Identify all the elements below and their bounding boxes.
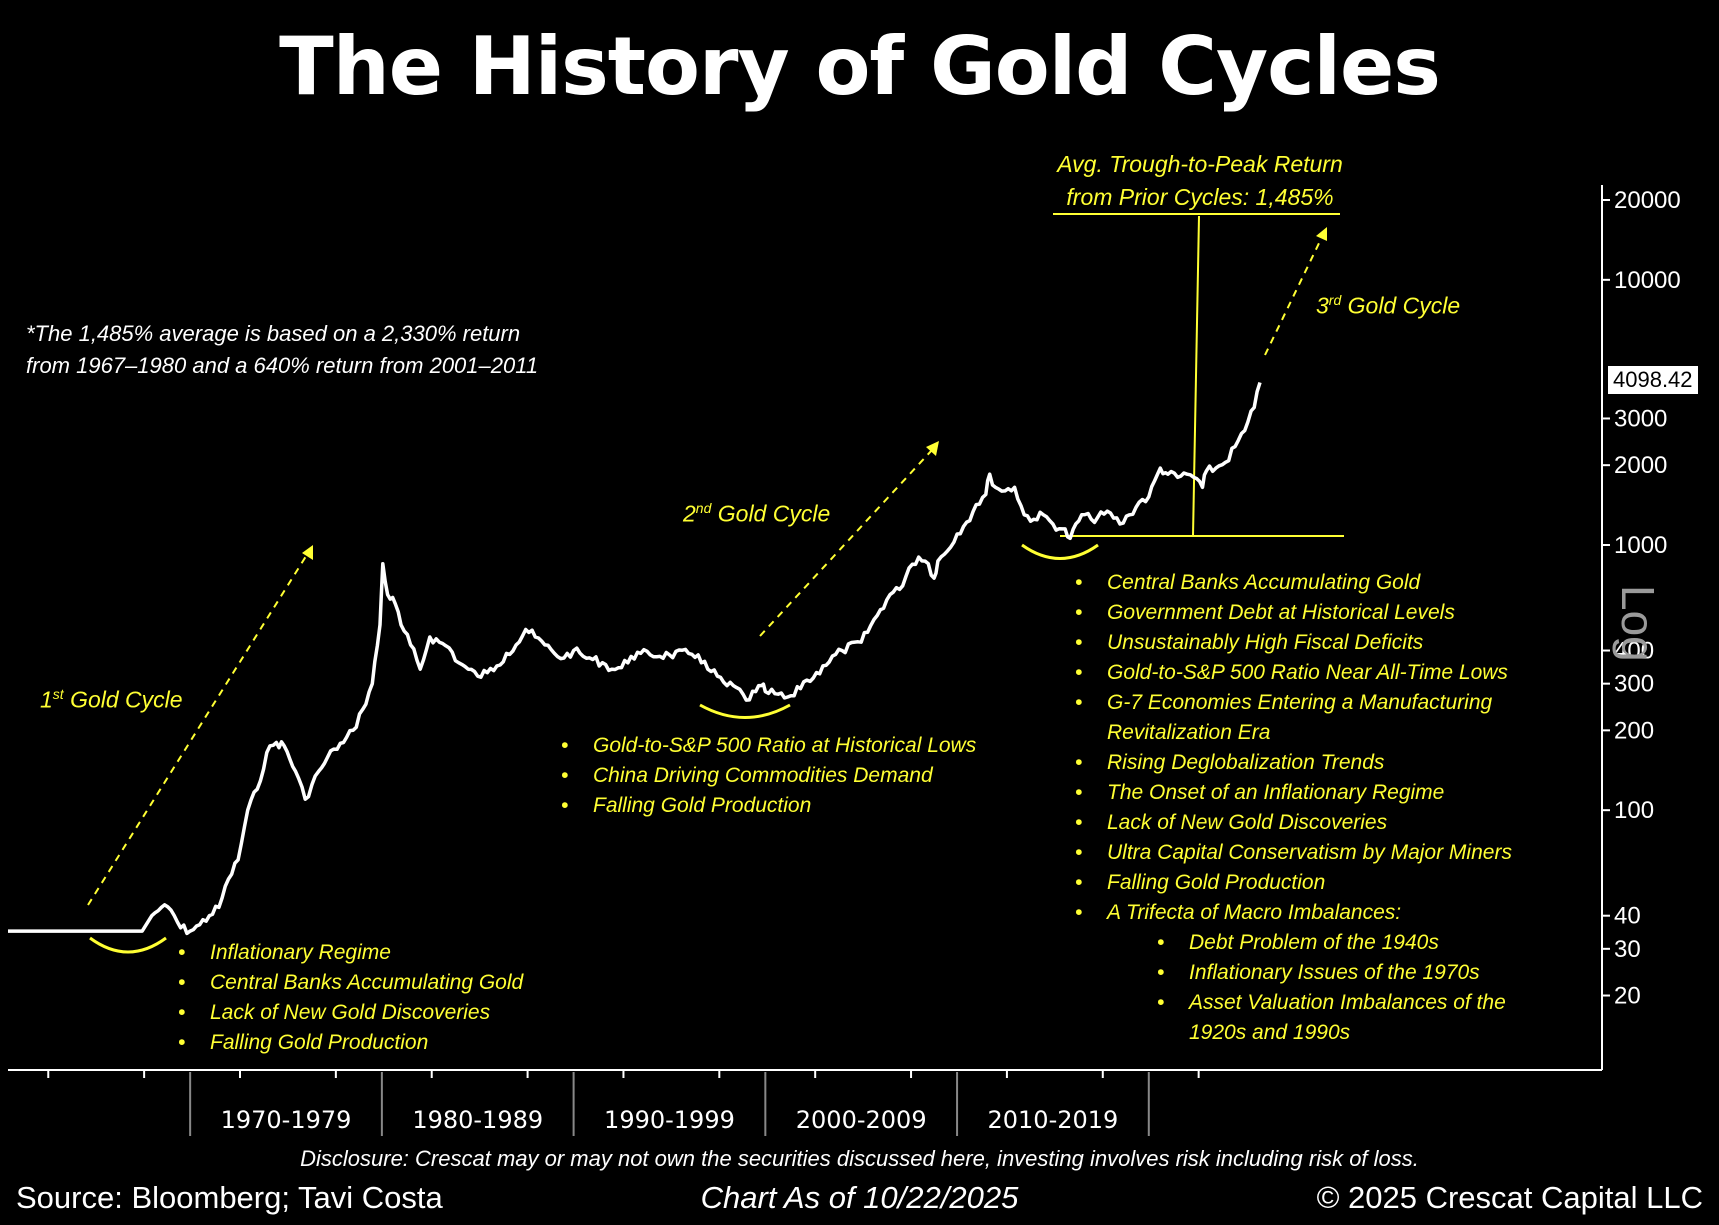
list-item: Rising Deglobalization Trends	[1075, 748, 1595, 778]
list-item: A Trifecta of Macro Imbalances:	[1075, 898, 1595, 928]
list-item: Central Banks Accumulating Gold	[178, 968, 523, 998]
as-of-date: Chart As of 10/22/2025	[700, 1180, 1019, 1215]
x-tick-label: 2010-2019	[987, 1106, 1119, 1134]
y-tick-label: 400	[1614, 638, 1654, 665]
x-tick-label: 1990-1999	[604, 1106, 735, 1134]
y-tick-label: 1000	[1614, 532, 1667, 559]
avg-return-annotation: Avg. Trough-to-Peak Return from Prior Cy…	[1010, 148, 1390, 214]
copyright-text: © 2025 Crescat Capital LLC	[1316, 1180, 1703, 1215]
sub-list-item: Asset Valuation Imbalances of the 1920s …	[1157, 988, 1559, 1048]
y-tick-label: 20	[1614, 983, 1641, 1010]
y-tick-label: 40	[1614, 903, 1641, 930]
return-measure	[1053, 213, 1344, 537]
decade-dividers	[189, 1072, 1150, 1136]
trough-arc-1	[89, 936, 167, 954]
y-tick-label: 300	[1614, 671, 1654, 698]
trough-arc-3	[1021, 543, 1099, 560]
scale-label: Log	[1612, 585, 1664, 662]
list-item: Lack of New Gold Discoveries	[1075, 808, 1595, 838]
cycle2-label: 2nd Gold Cycle	[683, 500, 831, 527]
list-item: Gold-to-S&P 500 Ratio at Historical Lows	[561, 731, 976, 761]
sub-list-item: Debt Problem of the 1940s	[1157, 928, 1595, 958]
cycle3-arrowhead	[1316, 227, 1327, 241]
list-item: Lack of New Gold Discoveries	[178, 998, 523, 1028]
y-tick-label: 200	[1614, 717, 1654, 744]
list-item: Falling Gold Production	[1075, 868, 1595, 898]
cycle3-drivers-list: Central Banks Accumulating Gold Governme…	[1075, 568, 1595, 1048]
cycle1-arrowhead	[302, 545, 313, 560]
last-price-tag: 4098.42	[1608, 366, 1698, 394]
page-title: The History of Gold Cycles	[279, 20, 1441, 113]
list-item: Government Debt at Historical Levels	[1075, 598, 1595, 628]
list-item: Inflationary Regime	[178, 938, 523, 968]
y-tick-label: 30	[1614, 936, 1641, 963]
cycle-arrows	[87, 227, 1327, 906]
y-tick-label: 20000	[1614, 187, 1681, 214]
cycle2-arrow	[759, 449, 933, 637]
avg-return-line2: from Prior Cycles: 1,485%	[1066, 184, 1334, 210]
cycle1-label: 1st Gold Cycle	[40, 686, 183, 713]
y-tick-label: 3000	[1614, 405, 1667, 432]
x-tick-label: 2000-2009	[795, 1106, 927, 1134]
list-item: The Onset of an Inflationary Regime	[1075, 778, 1595, 808]
cycle2-drivers-list: Gold-to-S&P 500 Ratio at Historical Lows…	[561, 731, 976, 821]
list-item: Gold-to-S&P 500 Ratio Near All-Time Lows	[1075, 658, 1595, 688]
sub-list-item: Inflationary Issues of the 1970s	[1157, 958, 1595, 988]
cycle2-arrowhead	[926, 441, 939, 456]
disclosure-text: Disclosure: Crescat may or may not own t…	[300, 1146, 1419, 1171]
x-axis-ticks	[47, 1070, 1200, 1078]
trough-arc-2	[699, 703, 791, 719]
list-item: Central Banks Accumulating Gold	[1075, 568, 1595, 598]
x-tick-label: 1980-1989	[412, 1106, 544, 1134]
cycle3-arrow	[1264, 236, 1323, 356]
footnote-line2: from 1967–1980 and a 640% return from 20…	[26, 353, 539, 378]
price-series-line	[8, 381, 1262, 936]
list-item: Falling Gold Production	[561, 791, 976, 821]
cycle3-label: 3rd Gold Cycle	[1316, 292, 1461, 319]
list-item: China Driving Commodities Demand	[561, 761, 976, 791]
footnote: *The 1,485% average is based on a 2,330%…	[26, 318, 538, 382]
y-tick-label: 100	[1614, 797, 1654, 824]
cycle1-arrow	[87, 552, 309, 906]
y-axis-ticks: 20 30 40 100 200 300 400 1000 2000 3000 10000 20000	[1602, 187, 1681, 1010]
y-tick-label: 10000	[1614, 267, 1681, 294]
trough-arcs	[89, 543, 1099, 954]
list-item: Ultra Capital Conservatism by Major Mine…	[1075, 838, 1595, 868]
cycle1-drivers-list: Inflationary Regime Central Banks Accumu…	[178, 938, 523, 1058]
y-tick-label: 2000	[1614, 452, 1667, 479]
list-item: G-7 Economies Entering a Manufacturing R…	[1075, 688, 1547, 748]
list-item: Unsustainably High Fiscal Deficits	[1075, 628, 1595, 658]
return-vertical	[1192, 215, 1200, 537]
list-item: Falling Gold Production	[178, 1028, 523, 1058]
avg-return-line1: Avg. Trough-to-Peak Return	[1057, 151, 1343, 177]
source-text: Source: Bloomberg; Tavi Costa	[16, 1180, 443, 1215]
footnote-line1: *The 1,485% average is based on a 2,330%…	[26, 321, 521, 346]
x-tick-label: 1970-1979	[220, 1106, 352, 1134]
